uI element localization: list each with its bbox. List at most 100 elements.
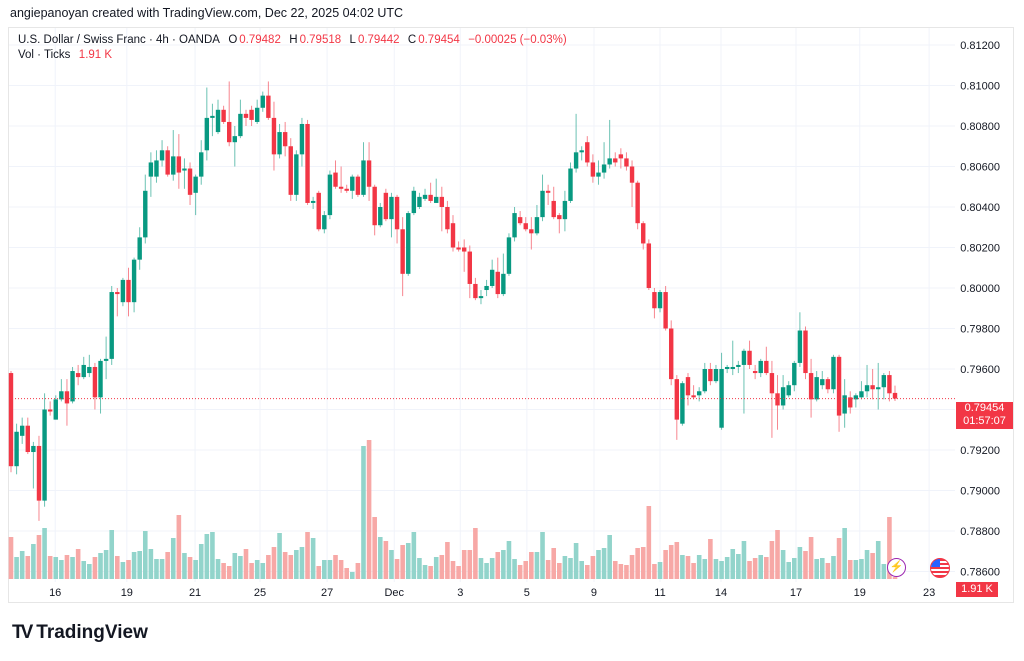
candle-up: [736, 364, 741, 367]
volume-bar: [612, 561, 618, 579]
candle-up: [19, 425, 25, 436]
volume-bar: [14, 557, 19, 579]
candle-up: [484, 285, 489, 291]
date-tick-label: 3: [457, 587, 463, 599]
volume-bar: [825, 563, 831, 579]
candle-down: [338, 186, 344, 189]
volume-bar: [361, 446, 366, 579]
candle-down: [25, 425, 30, 453]
volume-bar: [400, 545, 405, 579]
candle-up: [199, 152, 204, 177]
volume-bar: [25, 556, 31, 579]
volume-bar: [137, 551, 142, 579]
candle-up: [680, 383, 685, 424]
tradingview-logo[interactable]: TV TradingView: [12, 622, 148, 644]
candle-up: [831, 356, 836, 390]
price-tick-label: 0.79200: [960, 445, 1000, 457]
candle-down: [635, 182, 640, 224]
volume-bar: [780, 550, 786, 579]
volume-bar: [786, 562, 792, 579]
volume-bar: [238, 556, 243, 579]
bar-countdown: 01:57:07: [963, 415, 1006, 427]
legend-ohlc-row: U.S. Dollar / Swiss Franc · 4h · OANDA O…: [18, 33, 569, 48]
volume-bar: [736, 554, 741, 579]
date-tick-label: 9: [591, 587, 597, 599]
date-tick-label: 17: [790, 587, 802, 599]
legend: U.S. Dollar / Swiss Franc · 4h · OANDA O…: [18, 33, 569, 63]
volume-bar: [797, 547, 803, 579]
volume-bar: [680, 555, 685, 579]
volume-bar: [349, 572, 355, 579]
volume-bar: [271, 547, 277, 579]
candle-up: [53, 399, 58, 420]
candle-down: [221, 109, 226, 122]
candle-up: [730, 366, 735, 369]
candle-down: [461, 247, 467, 252]
candle-down: [249, 109, 254, 120]
volume-bar: [545, 560, 551, 579]
volume-bar: [752, 558, 758, 579]
candle-down: [394, 196, 400, 230]
candle-up: [853, 395, 859, 400]
volume-bar: [310, 538, 316, 579]
candle-down: [669, 328, 674, 380]
candle-up: [159, 150, 165, 161]
volume-bar: [81, 561, 87, 579]
volume-bar: [103, 550, 109, 579]
candle-down: [836, 356, 842, 416]
date-tick-label: 23: [923, 587, 935, 599]
date-tick-label: 19: [854, 587, 866, 599]
candle-up: [193, 176, 198, 193]
candle-up: [131, 259, 137, 303]
open-label: O: [228, 34, 238, 46]
volume-bar: [383, 541, 389, 579]
volume-bar: [243, 549, 249, 579]
candle-down: [355, 176, 361, 195]
price-tick-label: 0.80000: [960, 283, 1000, 295]
candle-down: [456, 247, 461, 250]
volume-bar: [702, 559, 708, 579]
volume-bar: [601, 548, 607, 579]
volume-bar: [120, 562, 126, 579]
volume-label[interactable]: Vol · Ticks: [18, 49, 71, 61]
candle-down: [764, 360, 769, 374]
candle-up: [378, 207, 383, 226]
price-tick-label: 0.81200: [960, 40, 1000, 52]
candle-down: [747, 350, 752, 365]
candle-up: [534, 217, 540, 234]
candle-down: [775, 393, 780, 406]
volume-bar: [70, 557, 75, 579]
volume-bar: [305, 532, 310, 579]
candle-up: [540, 190, 545, 218]
date-tick-label: 5: [524, 587, 530, 599]
symbol-title[interactable]: U.S. Dollar / Swiss Franc · 4h · OANDA: [18, 34, 220, 46]
date-tick-label: Dec: [384, 587, 404, 599]
candle-up: [294, 154, 299, 195]
lightning-icon[interactable]: ⚡: [887, 558, 906, 577]
high-label: H: [289, 34, 298, 46]
candle-up: [254, 107, 260, 122]
volume-bar: [456, 566, 461, 579]
volume-bar: [808, 537, 814, 579]
candle-down: [8, 373, 14, 467]
volume-bar: [450, 561, 456, 579]
volume-bar: [836, 538, 842, 579]
volume-bar: [98, 553, 103, 579]
price-tick-label: 0.79600: [960, 364, 1000, 376]
legend-volume-row: Vol · Ticks 1.91 K: [18, 48, 569, 63]
volume-bar: [260, 563, 266, 579]
volume-bar: [417, 558, 422, 579]
candle-down: [473, 283, 478, 299]
candle-up: [501, 273, 506, 295]
candle-up: [42, 409, 47, 501]
volume-bar: [635, 548, 640, 579]
volume-bar: [624, 565, 629, 579]
candle-down: [316, 192, 321, 230]
us-flag-icon[interactable]: [930, 558, 950, 578]
volume-bar: [64, 555, 70, 579]
volume-bar: [226, 566, 232, 579]
volume-bar: [53, 557, 59, 579]
date-tick-label: 27: [321, 587, 333, 599]
volume-bar: [831, 556, 836, 579]
